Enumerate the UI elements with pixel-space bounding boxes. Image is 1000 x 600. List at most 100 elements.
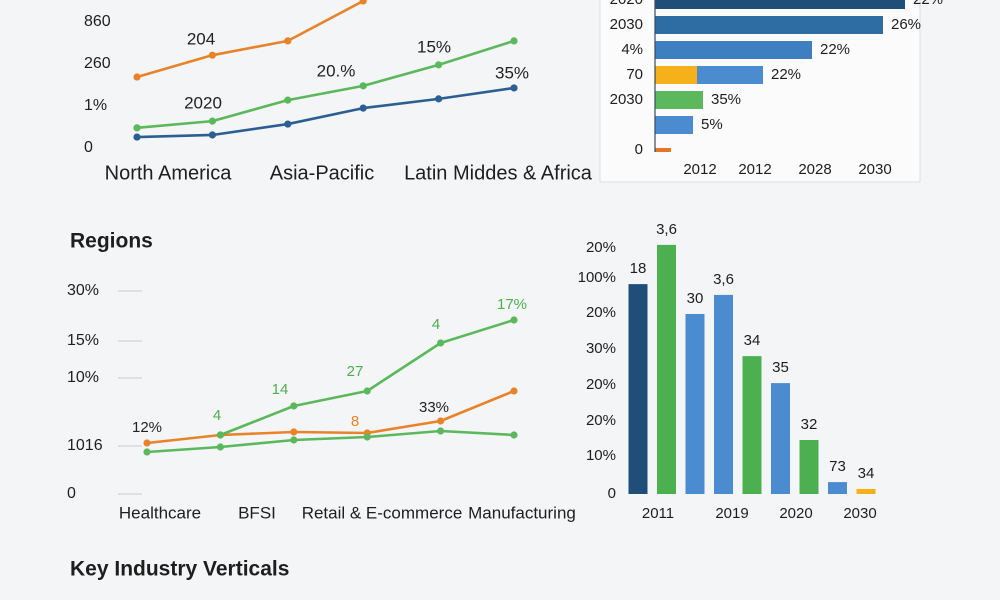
y-tick-label: 0 (67, 485, 76, 502)
y-tick-label: 20% (586, 376, 616, 393)
x-tick-label: Latin Middes & Africa (404, 162, 593, 184)
chart-title: Key Industry Verticals (70, 558, 289, 581)
y-tick-label: 0 (635, 141, 643, 158)
y-tick-label: 0 (608, 485, 616, 502)
point (437, 427, 445, 435)
annotation: 3,6 (656, 221, 677, 238)
annotation: 73 (829, 458, 846, 475)
bar (742, 356, 762, 494)
annotation: 5% (701, 116, 723, 133)
bar (655, 148, 671, 152)
y-tick-label: 30% (67, 282, 99, 299)
point (208, 131, 216, 139)
point (284, 96, 292, 104)
point (290, 402, 298, 410)
y-tick-label: 20% (586, 239, 616, 256)
x-tick-label: 2012 (738, 161, 771, 178)
y-tick-label: 15% (67, 332, 99, 349)
x-tick-label: Asia-Pacific (270, 162, 374, 184)
y-tick-label: 20% (586, 304, 616, 321)
bar (655, 41, 812, 59)
bar (799, 440, 819, 494)
bar (685, 314, 705, 494)
annotation: 35% (495, 63, 529, 82)
line (219, 318, 515, 437)
x-tick-label: North America (105, 162, 233, 184)
point (435, 61, 443, 69)
point (133, 73, 141, 81)
x-tick-label: 2030 (843, 505, 876, 522)
point (510, 316, 518, 324)
x-tick-label: 2012 (683, 161, 716, 178)
chart-title: Regions (70, 230, 153, 253)
y-tick-label: 20% (586, 412, 616, 429)
bar (714, 294, 733, 494)
bar (655, 0, 905, 9)
y-tick-label: 100% (578, 269, 616, 286)
bar (628, 284, 648, 494)
annotation: 15% (417, 37, 451, 56)
point (363, 433, 371, 441)
y-tick-label: 1% (84, 97, 107, 114)
point (510, 37, 518, 45)
annotation: 33% (419, 399, 449, 416)
point (216, 443, 224, 451)
line (146, 429, 515, 454)
line (136, 86, 515, 139)
annotation: 8 (351, 413, 359, 430)
line (146, 389, 515, 445)
line (136, 39, 515, 130)
bar (657, 244, 676, 494)
annotation: 34 (858, 465, 875, 482)
point (359, 82, 367, 90)
annotation: 22% (913, 0, 943, 8)
point (284, 120, 292, 128)
point (510, 387, 518, 395)
point (216, 431, 224, 439)
bar (771, 383, 790, 494)
point (290, 436, 298, 444)
annotation: 22% (771, 66, 801, 83)
y-tick-label: 2030 (610, 16, 643, 33)
annotation: 17% (497, 296, 527, 313)
y-tick-label: 1016 (67, 437, 103, 454)
annotation: 2020 (184, 93, 222, 112)
x-tick-label: 2011 (642, 505, 674, 522)
y-tick-label: 260 (84, 55, 111, 72)
bar (655, 91, 703, 109)
annotation: 4 (213, 407, 221, 424)
point (437, 417, 445, 425)
annotation: 32 (801, 416, 818, 433)
x-tick-label: 2030 (858, 161, 891, 178)
y-tick-label: 30% (586, 340, 616, 357)
annotation: 27 (347, 363, 364, 380)
y-tick-label: 860 (84, 13, 111, 30)
point (208, 51, 216, 59)
bar (655, 16, 883, 34)
y-tick-label: 10% (586, 447, 616, 464)
line (136, 0, 364, 79)
annotation: 35% (711, 91, 741, 108)
x-tick-label: Retail & E-commerce (302, 503, 463, 522)
annotation: 4 (432, 316, 440, 333)
y-tick-label: 0 (84, 139, 93, 156)
annotation: 35 (772, 359, 789, 376)
point (359, 104, 367, 112)
point (359, 0, 367, 5)
x-tick-label: 2028 (798, 161, 831, 178)
bar (828, 482, 847, 494)
annotation: 204 (187, 29, 215, 48)
annotation: 12% (132, 419, 162, 436)
bar (655, 116, 693, 134)
x-tick-label: 2019 (715, 505, 748, 522)
y-tick-label: 10% (67, 369, 99, 386)
annotation: 30 (687, 290, 704, 307)
annotation: 22% (820, 41, 850, 58)
annotation: 14 (272, 381, 289, 398)
x-tick-label: BFSI (238, 503, 276, 522)
bar (856, 488, 876, 494)
point (133, 124, 141, 132)
annotation: 18 (630, 260, 647, 277)
